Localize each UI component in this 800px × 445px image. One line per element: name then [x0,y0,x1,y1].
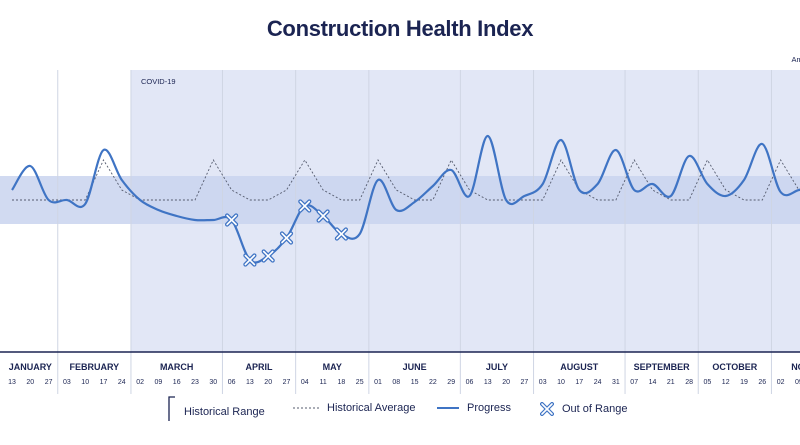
legend-label-historical-range: Historical Range [184,406,265,418]
week-tick-label: 25 [356,379,364,386]
week-tick-label: 17 [575,379,583,386]
out-of-range-marker [279,231,294,245]
month-label: JULY [486,362,508,372]
week-tick-label: 19 [740,379,748,386]
out-of-range-marker [298,199,312,213]
week-tick-label: 07 [630,379,638,386]
axis-layer: JANUARY FEBRUARY MARCH APRIL MAY JUNE JULY AUGU… [0,351,800,386]
week-tick-label: 29 [447,379,455,386]
month-label: APRIL [246,362,274,372]
month-label: JANUARY [9,362,52,372]
week-tick-label: 01 [374,379,382,386]
week-tick-label: 31 [612,379,620,386]
legend-label-out-of-range: Out of Range [562,403,628,415]
out-of-range-marker [316,209,330,223]
week-tick-label: 11 [319,379,326,386]
week-tick-label: 27 [45,379,53,386]
week-tick-label: 05 [704,379,712,386]
month-label: FEBRUARY [70,362,120,372]
legend-item-progress: Progress [437,402,511,414]
historical-range-swatch [168,396,175,421]
out-of-range-marker-inner [262,250,274,262]
week-tick-label: 10 [557,379,565,386]
week-tick-label: 09 [795,379,800,386]
week-tick-label: 06 [228,379,236,386]
week-tick-label: 03 [539,379,547,386]
week-tick-label: 22 [429,379,437,386]
week-tick-label: 02 [136,379,144,386]
week-tick-label: 15 [411,379,419,386]
week-tick-label: 26 [758,379,766,386]
out-of-range-marker-inner [244,254,256,266]
chart-title: Construction Health Index [266,16,534,41]
week-tick-label: 06 [466,379,474,386]
out-of-range-marker-inner [317,210,329,222]
week-tick-label: 17 [100,379,108,386]
month-label: SEPTEMBER [634,362,691,372]
out-of-range-marker-inner [281,232,292,244]
month-label: MAY [323,362,342,372]
month-label: AUGUST [560,362,599,372]
week-tick-label: 02 [777,379,785,386]
week-tick-label: 09 [155,379,163,386]
thanksgiving-label: American Thanksgiving [792,55,800,64]
week-tick-label: 14 [649,379,657,386]
out-of-range-marker [225,213,239,227]
covid-label: COVID-19 [141,77,176,86]
legend-item-out-of-range: Out of Range [540,402,627,416]
out-of-range-marker-inner [336,228,347,240]
week-tick-label: 03 [63,379,71,386]
legend-label-historical-average: Historical Average [327,402,416,414]
week-tick-label: 20 [264,379,272,386]
week-tick-label: 13 [484,379,492,386]
week-tick-label: 24 [118,379,126,386]
month-label: NOVEMBER [791,362,800,372]
month-label: OCTOBER [712,362,757,372]
progress-swatch [437,407,459,409]
series-layer [11,134,800,267]
week-tick-label: 04 [301,379,309,386]
month-label: MARCH [160,362,194,372]
week-tick-label: 12 [722,379,730,386]
out-of-range-marker-inner [226,214,237,226]
gridline-layer: American Thanksgiving [57,55,800,394]
week-tick-label: 18 [338,379,346,386]
out-of-range-marker [261,249,275,263]
month-label: JUNE [403,362,427,372]
week-tick-label: 08 [392,379,400,386]
legend-item-historical-average: Historical Average [293,402,415,414]
week-tick-label: 30 [209,379,217,386]
legend-item-historical-range: Historical Range [168,396,265,422]
week-tick-label: 16 [173,379,181,386]
out-of-range-marker [334,227,348,241]
week-tick-label: 13 [246,379,254,386]
historical-average-line [12,159,800,201]
out-of-range-marker-inner [299,200,311,212]
week-tick-label: 27 [283,379,291,386]
week-tick-label: 24 [594,379,602,386]
week-tick-label: 21 [667,379,675,386]
week-tick-label: 10 [81,379,89,386]
historical-range-band [0,176,800,224]
week-tick-label: 28 [685,379,693,386]
week-tick-label: 27 [521,379,529,386]
historical-average-swatch [293,407,319,409]
background-layer: COVID-19 [0,70,800,352]
progress-line [11,134,800,264]
out-of-range-marker [243,253,257,267]
week-tick-label: 23 [191,379,199,386]
out-of-range-icon [540,402,554,416]
week-tick-label: 20 [26,379,34,386]
week-tick-label: 13 [8,379,16,386]
week-tick-label: 20 [502,379,510,386]
legend-label-progress: Progress [467,402,512,414]
